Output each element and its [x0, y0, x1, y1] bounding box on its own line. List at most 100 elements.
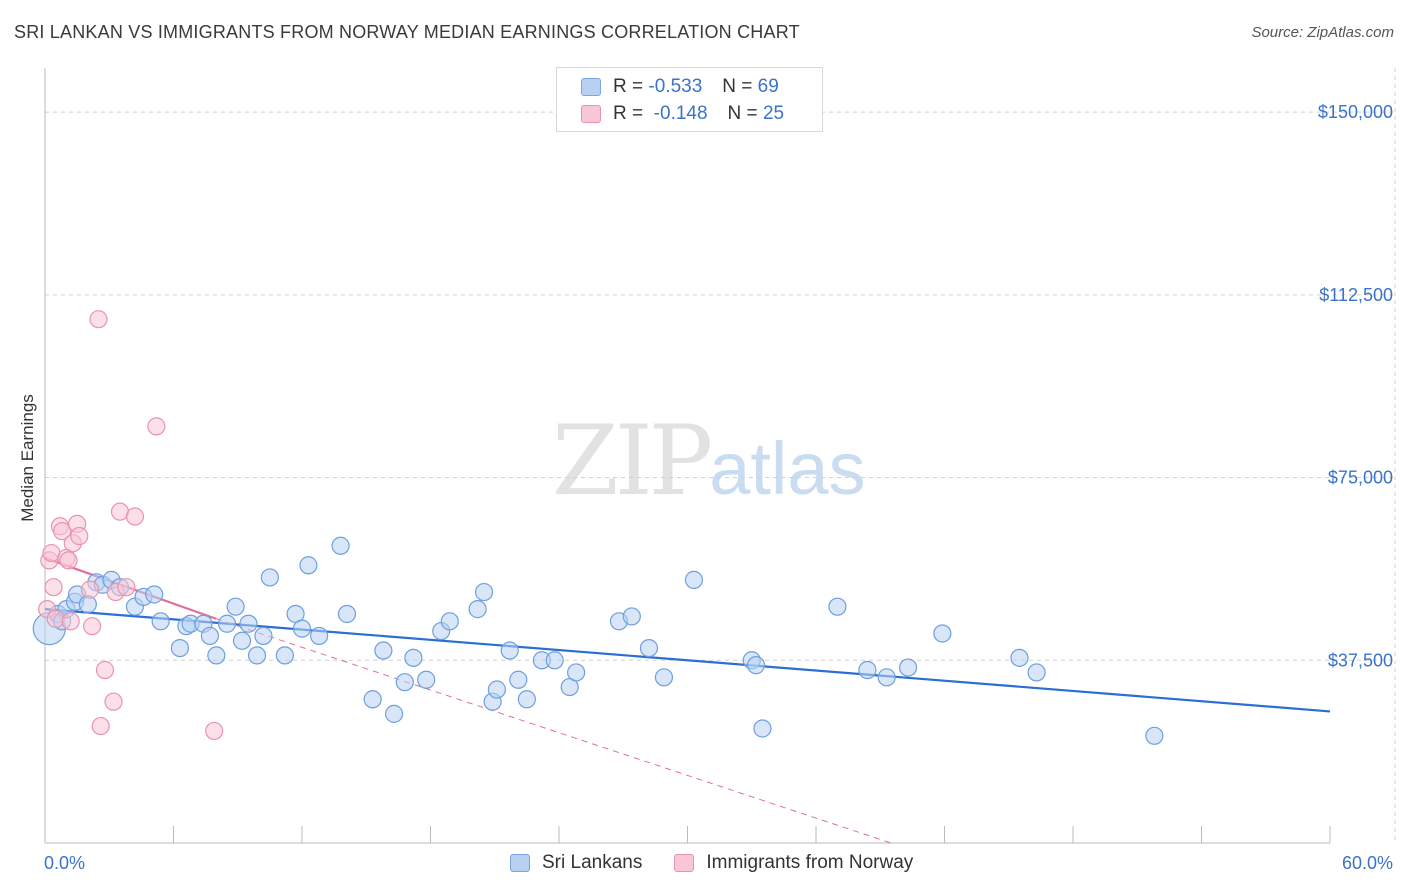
point-sri-lankans — [487, 680, 506, 699]
legend-n-value: 69 — [757, 76, 779, 97]
point-sri-lankans — [684, 570, 704, 589]
x-tick-label: 60.0% — [1342, 853, 1393, 873]
point-immigrants-from-norway — [104, 692, 123, 711]
point-sri-lankans — [247, 646, 267, 665]
point-sri-lankans — [151, 612, 170, 631]
point-sri-lankans — [292, 619, 312, 638]
legend-row-norway: R = -0.148 N = 25 — [581, 102, 784, 126]
point-immigrants-from-norway — [53, 522, 72, 541]
y-tick-label: $112,500 — [1319, 285, 1393, 305]
point-sri-lankans — [260, 568, 279, 587]
point-sri-lankans — [753, 719, 772, 738]
point-sri-lankans — [417, 670, 436, 689]
point-sri-lankans — [1010, 648, 1029, 667]
series-legend: Sri Lankans Immigrants from Norway — [510, 852, 945, 874]
point-sri-lankans — [170, 638, 190, 658]
point-immigrants-from-norway — [117, 578, 136, 597]
point-sri-lankans — [299, 556, 318, 575]
point-sri-lankans — [395, 673, 414, 692]
point-sri-lankans — [746, 656, 766, 675]
point-sri-lankans — [384, 704, 404, 723]
point-sri-lankans — [337, 604, 357, 624]
source-note: Source: ZipAtlas.com — [1251, 24, 1394, 41]
y-tick-label: $75,000 — [1328, 468, 1393, 488]
legend-r-value: -0.533 — [648, 76, 703, 97]
point-sri-lankans — [440, 612, 459, 631]
point-sri-lankans — [239, 614, 258, 633]
point-sri-lankans — [1145, 726, 1164, 745]
legend-item-norway[interactable]: Immigrants from Norway — [674, 852, 913, 874]
point-sri-lankans — [545, 651, 564, 670]
point-immigrants-from-norway — [95, 660, 115, 680]
trendline-2 — [216, 618, 892, 844]
point-immigrants-from-norway — [205, 721, 224, 741]
point-sri-lankans — [207, 646, 226, 665]
legend-n-label: N = — [722, 76, 753, 97]
legend-item-sri-lankans[interactable]: Sri Lankans — [510, 852, 642, 874]
point-sri-lankans — [363, 690, 382, 709]
point-sri-lankans — [310, 626, 329, 646]
point-sri-lankans — [639, 638, 659, 658]
point-immigrants-from-norway — [44, 578, 63, 597]
point-immigrants-from-norway — [42, 543, 61, 563]
point-sri-lankans — [517, 690, 536, 709]
point-sri-lankans — [500, 641, 519, 660]
x-tick-labels: 0.0% 60.0% — [44, 853, 1393, 873]
y-tick-labels: $37,500 $75,000 $112,500 $150,000 — [1318, 102, 1393, 670]
point-sri-lankans — [254, 626, 273, 646]
gridlines — [45, 68, 1396, 843]
chart-title: SRI LANKAN VS IMMIGRANTS FROM NORWAY MED… — [14, 22, 800, 42]
y-axis-title: Median Earnings — [18, 394, 37, 522]
point-sri-lankans — [474, 582, 494, 602]
trendline-0 — [44, 608, 1331, 713]
point-sri-lankans — [858, 660, 877, 680]
legend-r-value: -0.148 — [653, 103, 708, 124]
point-sri-lankans — [468, 600, 487, 619]
point-sri-lankans — [828, 597, 847, 616]
legend-r-label: R = — [613, 103, 644, 124]
point-sri-lankans — [898, 658, 918, 677]
axes — [44, 68, 1331, 844]
point-immigrants-from-norway — [110, 502, 130, 521]
point-sri-lankans — [226, 597, 245, 616]
point-immigrants-from-norway — [59, 551, 78, 570]
point-sri-lankans — [654, 668, 674, 687]
legend-n-label: N = — [727, 103, 758, 124]
point-immigrants-from-norway — [147, 417, 166, 436]
point-sri-lankans — [200, 626, 220, 646]
point-sri-lankans — [877, 668, 896, 687]
legend-n-value: 25 — [762, 103, 785, 124]
legend-row-sri-lankans: R = -0.533 N = 69 — [581, 75, 779, 99]
legend-label-norway: Immigrants from Norway — [706, 852, 914, 873]
legend-swatch-blue — [510, 854, 530, 872]
point-immigrants-from-norway — [80, 580, 100, 599]
legend-label-sri-lankans: Sri Lankans — [542, 852, 643, 873]
correlation-legend: R = -0.533 N = 69 R = -0.148 N = 25 — [556, 67, 823, 132]
point-immigrants-from-norway — [70, 526, 89, 546]
watermark-zip: ZIP — [552, 405, 713, 517]
series-sri-lankans — [32, 536, 1164, 745]
point-sri-lankans — [933, 624, 952, 643]
y-tick-label: $37,500 — [1328, 650, 1393, 670]
watermark: ZIPatlas — [552, 405, 866, 517]
point-sri-lankans — [509, 670, 528, 689]
point-immigrants-from-norway — [46, 609, 65, 628]
legend-swatch-pink — [674, 854, 695, 872]
point-immigrants-from-norway — [91, 716, 110, 736]
point-immigrants-from-norway — [125, 507, 145, 526]
point-sri-lankans — [145, 585, 164, 604]
legend-swatch-blue — [581, 78, 601, 96]
point-sri-lankans — [1027, 663, 1046, 682]
series-immigrants-from-norway — [38, 310, 224, 741]
watermark-atlas: atlas — [709, 427, 866, 510]
point-sri-lankans — [331, 536, 350, 555]
point-sri-lankans — [404, 648, 423, 667]
point-immigrants-from-norway — [89, 310, 108, 329]
point-immigrants-from-norway — [83, 617, 102, 636]
x-tick-label: 0.0% — [44, 853, 85, 873]
legend-r-label: R = — [613, 76, 644, 97]
point-sri-lankans — [374, 641, 393, 660]
point-sri-lankans — [217, 614, 237, 633]
point-sri-lankans — [275, 646, 294, 665]
